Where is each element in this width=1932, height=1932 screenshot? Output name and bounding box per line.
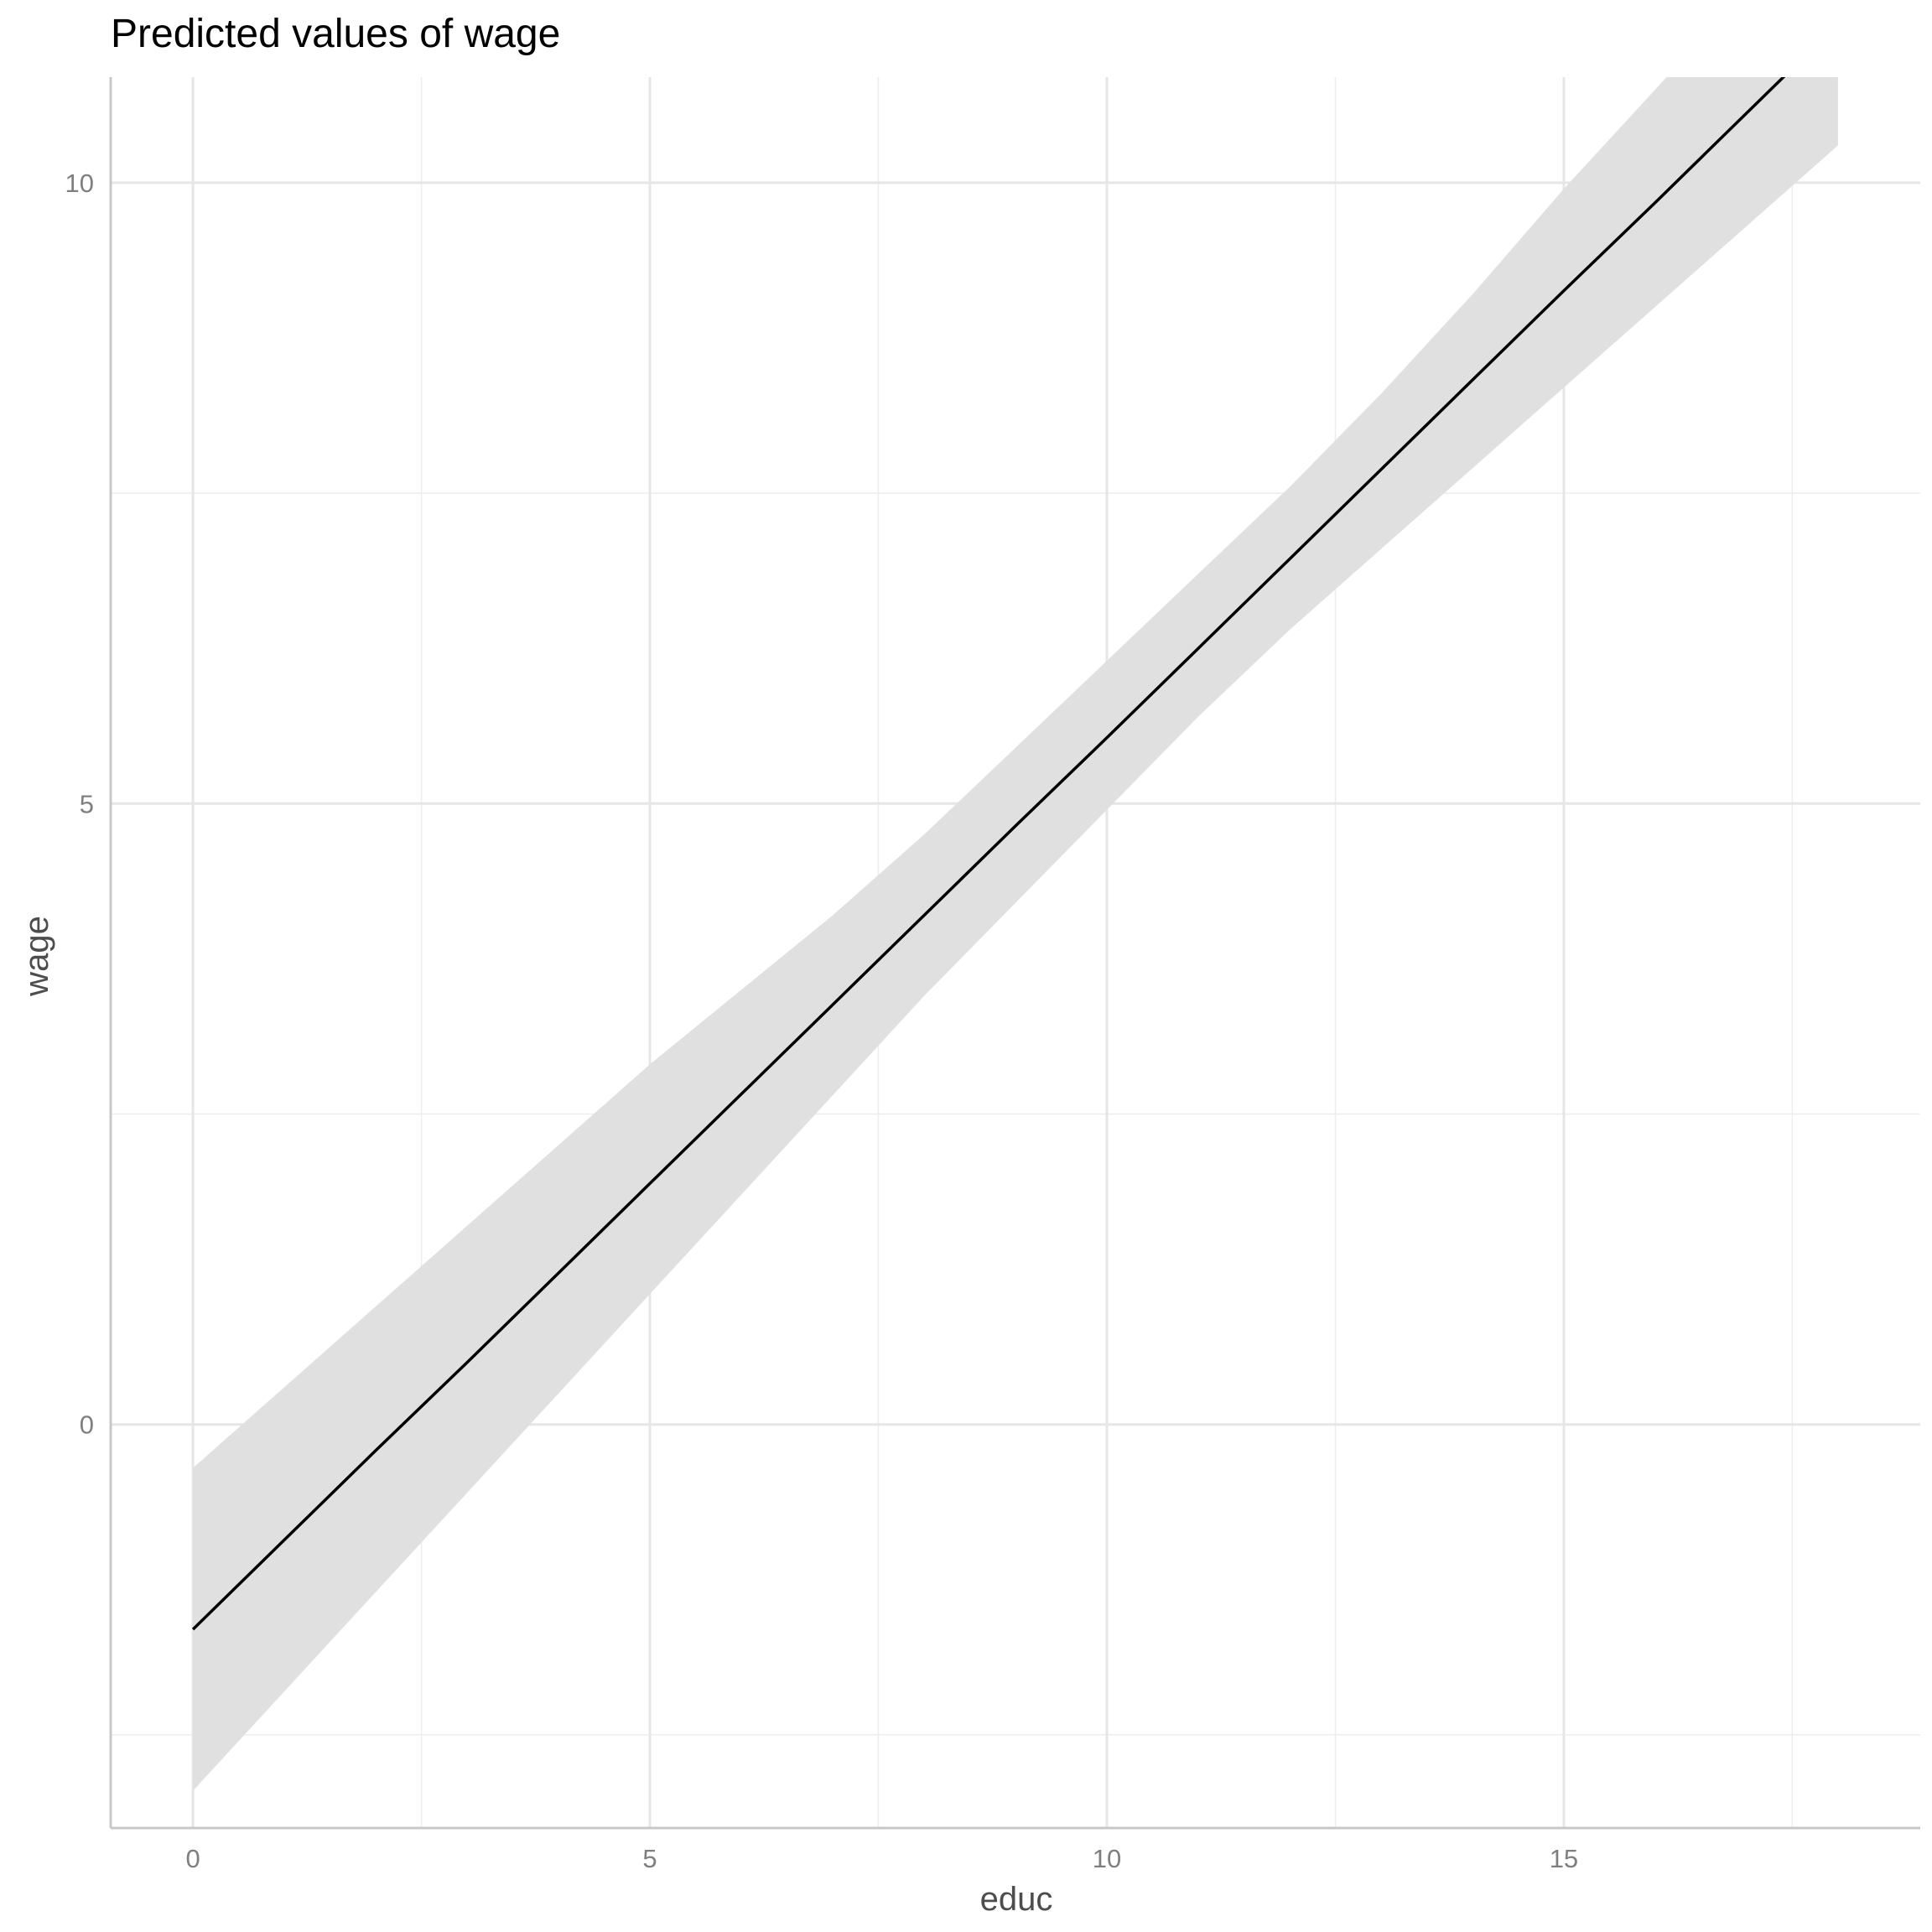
tick-labels: 0 5 10 15 0 5 10 <box>65 169 1579 1873</box>
confidence-band <box>193 77 1838 1791</box>
x-tick-label: 5 <box>642 1844 657 1873</box>
y-axis-title: wage <box>18 916 55 997</box>
x-axis-title: educ <box>980 1881 1053 1918</box>
x-tick-label: 10 <box>1093 1844 1121 1873</box>
prediction-line <box>191 77 1786 1631</box>
plot-marks <box>191 77 1838 1791</box>
y-tick-label: 0 <box>80 1410 94 1440</box>
minor-gridlines <box>111 77 1920 1828</box>
x-tick-label: 0 <box>185 1844 200 1873</box>
y-tick-label: 5 <box>80 789 94 818</box>
chart-title: Predicted values of wage <box>111 12 560 56</box>
x-tick-label: 15 <box>1550 1844 1578 1873</box>
y-tick-label: 10 <box>65 169 94 198</box>
axes <box>109 77 1920 1830</box>
